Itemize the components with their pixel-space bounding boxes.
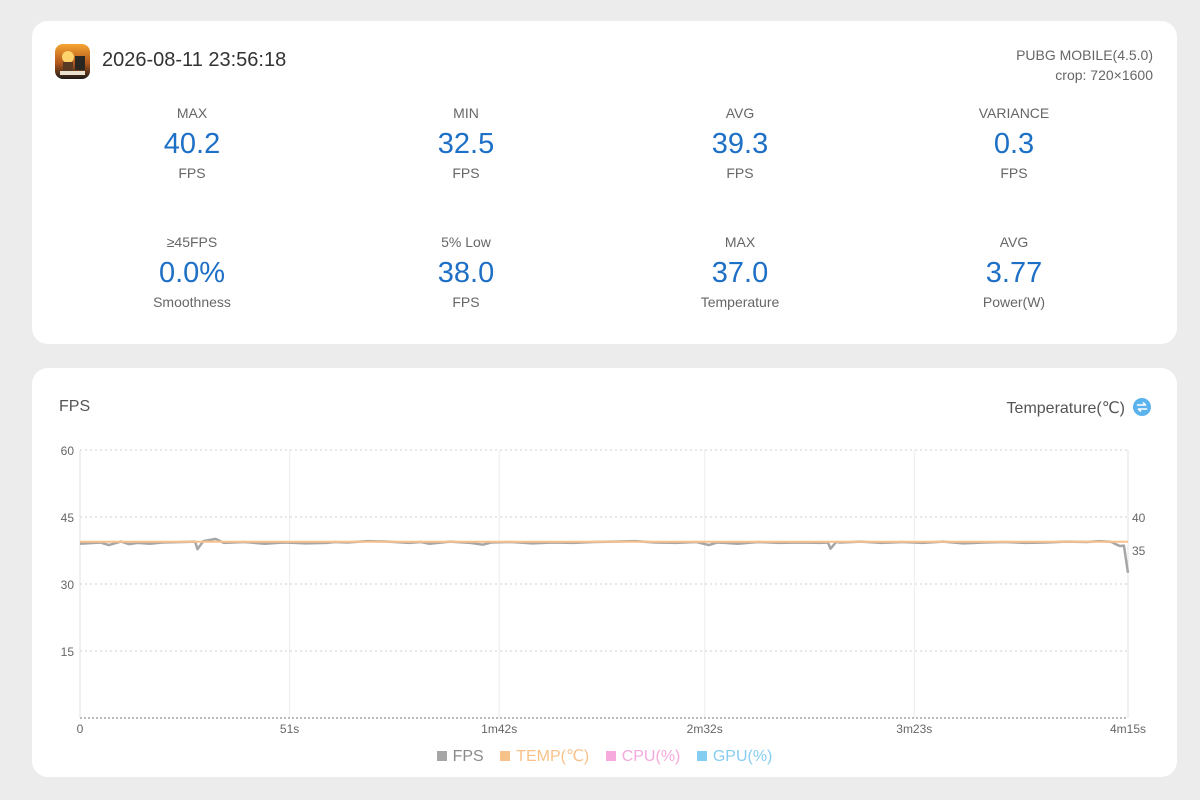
stat-tile: MIN 32.5 FPS [366, 104, 566, 182]
swap-axis-icon[interactable] [1133, 398, 1151, 416]
chart-left-axis-title: FPS [59, 398, 91, 415]
stat-label: MIN [453, 105, 479, 121]
stat-label: 5% Low [441, 234, 491, 250]
legend-gpu-label: GPU(%) [712, 748, 773, 765]
stat-tile: MAX 37.0 Temperature [640, 233, 840, 311]
chart-legend: FPS TEMP(℃) CPU(%) GPU(%) [32, 746, 1177, 766]
stat-unit: FPS [452, 294, 480, 310]
chart-ytick-label: 30 [61, 578, 75, 592]
chart-xtick-label: 51s [280, 722, 299, 736]
stat-tile: VARIANCE 0.3 FPS [914, 104, 1114, 182]
stat-tile: AVG 39.3 FPS [640, 104, 840, 182]
stat-tile: MAX 40.2 FPS [92, 104, 292, 182]
stat-unit: FPS [726, 165, 754, 181]
legend-cpu-label: CPU(%) [621, 748, 681, 765]
chart-ytick-label: 45 [61, 511, 75, 525]
chart-xtick-label: 1m42s [481, 722, 517, 736]
legend-cpu[interactable]: CPU(%) [605, 748, 681, 766]
chart-xtick-label: 2m32s [687, 722, 723, 736]
stat-value: 0.3 [993, 128, 1035, 160]
stat-label: VARIANCE [978, 105, 1050, 121]
stat-unit: FPS [452, 165, 480, 181]
stat-label: MAX [176, 105, 208, 121]
chart-ytick-label: 15 [61, 645, 75, 659]
stat-unit: Power(W) [982, 294, 1046, 310]
stat-value: 32.5 [437, 128, 495, 160]
chart-card: FPS Temperature(℃) 60 45 30 15 40 35 0 51s 1m42s… [32, 368, 1177, 777]
fps-temperature-chart: 60 45 30 15 40 35 0 51s 1m42s 2m32s 3m23s 4m15s [61, 444, 1146, 736]
stat-label: MAX [724, 234, 756, 250]
legend-gpu[interactable]: GPU(%) [696, 748, 773, 766]
stat-value: 37.0 [711, 257, 769, 289]
legend-temp-label: TEMP(℃) [516, 748, 590, 765]
stat-value: 39.3 [711, 128, 769, 160]
legend-gpu-swatch [696, 751, 707, 761]
stat-unit: Smoothness [153, 294, 231, 310]
legend-fps-label: FPS [452, 748, 484, 765]
stat-value: 38.0 [437, 257, 495, 289]
legend-fps-swatch [436, 751, 447, 761]
legend-fps[interactable]: FPS [436, 748, 484, 766]
chart-xtick-label: 3m23s [896, 722, 932, 736]
pubg-app-icon [55, 44, 90, 79]
legend-cpu-swatch [605, 751, 616, 761]
fps-series-line [79, 537, 1130, 573]
chart-ytick-label: 60 [61, 444, 75, 458]
stat-tile: 5% Low 38.0 FPS [366, 233, 566, 311]
chart-right-ytick-label: 35 [1132, 544, 1146, 558]
chart-xtick-label: 0 [77, 722, 84, 736]
chart-right-ytick-label: 40 [1132, 511, 1146, 525]
legend-temp[interactable]: TEMP(℃) [500, 746, 589, 766]
stat-unit: Temperature [700, 294, 780, 310]
stat-unit: FPS [178, 165, 206, 181]
stat-unit: FPS [1000, 165, 1028, 181]
stat-label: ≥45FPS [166, 234, 218, 250]
stat-tile: AVG 3.77 Power(W) [914, 233, 1114, 311]
app-name-version: PUBG MOBILE(4.5.0) [1016, 47, 1153, 63]
stat-label: AVG [725, 105, 755, 121]
chart-xtick-label: 4m15s [1110, 722, 1146, 736]
crop-resolution: crop: 720×1600 [1055, 67, 1153, 83]
stat-value: 0.0% [158, 257, 226, 289]
chart-right-axis-title[interactable]: Temperature(℃) [1006, 400, 1125, 417]
stat-value: 3.77 [985, 257, 1043, 289]
stat-value: 40.2 [163, 128, 221, 160]
summary-card: 2026-08-11 23:56:18 PUBG MOBILE(4.5.0) c… [32, 21, 1177, 344]
legend-temp-swatch [500, 751, 511, 761]
stat-label: AVG [999, 234, 1029, 250]
stat-tile: ≥45FPS 0.0% Smoothness [92, 233, 292, 311]
session-timestamp: 2026-08-11 23:56:18 [102, 49, 287, 71]
